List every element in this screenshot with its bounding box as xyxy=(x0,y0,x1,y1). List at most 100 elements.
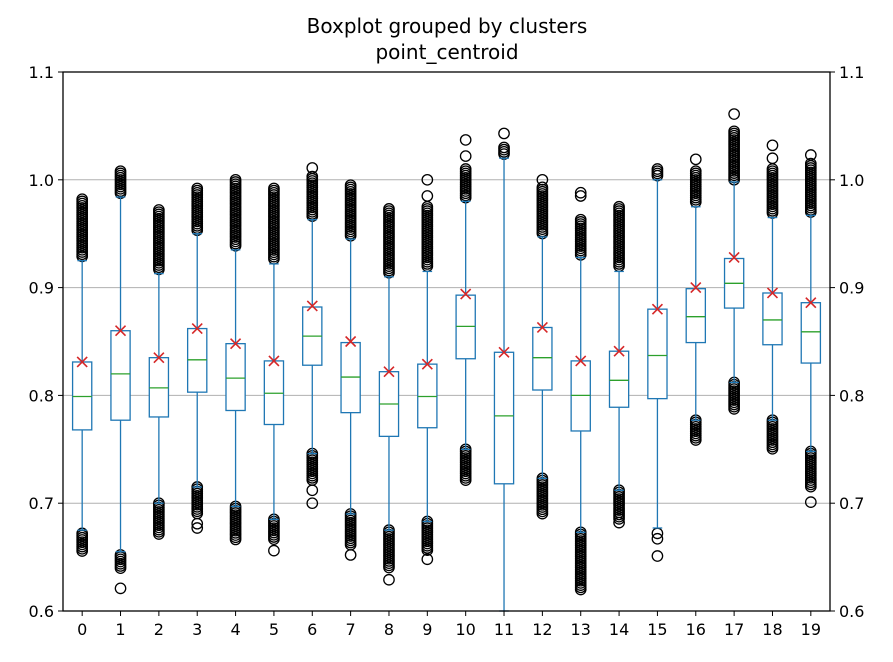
box-group-3 xyxy=(186,182,208,534)
chart-subtitle: point_centroid xyxy=(375,40,518,64)
flier-point xyxy=(229,533,242,546)
flier-point xyxy=(191,517,204,530)
box-group-5 xyxy=(263,182,285,557)
x-tick-label: 7 xyxy=(346,620,356,639)
flier-point xyxy=(459,134,472,146)
box-group-4 xyxy=(225,173,246,546)
flier-point xyxy=(421,544,434,556)
x-tick-label: 15 xyxy=(647,620,667,639)
mean-marker xyxy=(345,335,357,348)
box-iqr xyxy=(647,308,668,400)
x-tick-label: 8 xyxy=(384,620,394,639)
flier-point xyxy=(804,496,817,508)
flier-point xyxy=(191,522,204,534)
mean-marker xyxy=(536,321,548,334)
mean-marker xyxy=(306,300,318,312)
box-group-17 xyxy=(723,108,745,415)
box-group-0 xyxy=(71,193,93,557)
flier-point xyxy=(268,533,280,546)
x-tick-label: 5 xyxy=(269,620,279,639)
box-group-1 xyxy=(110,165,131,595)
y2-tick-label: 0.8 xyxy=(839,386,864,405)
box-group-16 xyxy=(685,153,707,446)
flier-point xyxy=(459,474,472,486)
y-tick-label: 1.0 xyxy=(29,171,54,190)
box-group-13 xyxy=(570,186,591,596)
box-iqr xyxy=(532,326,553,391)
y2-tick-label: 0.7 xyxy=(839,494,864,513)
box-group-10 xyxy=(455,134,476,486)
x-tick-label: 13 xyxy=(571,620,591,639)
mean-marker xyxy=(766,287,779,299)
box-iqr xyxy=(800,302,822,364)
y-tick-label: 0.8 xyxy=(29,386,54,405)
flier-point xyxy=(268,544,280,557)
x-tick-label: 6 xyxy=(307,620,317,639)
flier-point xyxy=(536,173,549,186)
box-iqr xyxy=(225,343,246,412)
flier-point xyxy=(383,573,395,586)
plot-frame xyxy=(62,71,831,612)
x-tick-label: 14 xyxy=(609,620,629,639)
x-tick-label: 16 xyxy=(686,620,706,639)
x-tick-label: 4 xyxy=(230,620,240,639)
mean-marker xyxy=(613,345,625,357)
box-iqr xyxy=(685,288,707,344)
y-tick-label: 0.6 xyxy=(29,602,54,621)
x-tick-label: 12 xyxy=(532,620,552,639)
flier-point xyxy=(459,150,472,162)
x-tick-label: 1 xyxy=(115,620,125,639)
mean-marker xyxy=(114,325,127,337)
box-group-15 xyxy=(647,163,668,562)
flier-point xyxy=(804,480,817,493)
mean-marker xyxy=(690,282,702,294)
flier-point xyxy=(574,190,587,202)
flier-point xyxy=(613,513,625,525)
box-group-14 xyxy=(608,200,630,529)
box-group-2 xyxy=(148,204,170,540)
mean-marker xyxy=(651,303,663,315)
flier-point xyxy=(421,190,434,202)
x-tick-label: 10 xyxy=(455,620,475,639)
flier-point xyxy=(306,484,319,497)
box-group-9 xyxy=(417,173,438,566)
box-group-8 xyxy=(378,203,400,586)
box-iqr xyxy=(608,350,630,408)
mean-marker xyxy=(76,356,88,368)
axes: 0.6 0.60.7 0.70.8 0.80.9 0.91.0 1.01.1 1.10 1 2 3… xyxy=(29,63,865,639)
mean-marker xyxy=(728,251,740,263)
flier-point xyxy=(689,153,702,166)
mean-marker xyxy=(230,338,242,350)
mean-marker xyxy=(421,358,433,370)
flier-point xyxy=(689,434,702,446)
box-group-6 xyxy=(302,162,323,510)
flier-point xyxy=(76,545,89,557)
y2-tick-label: 0.9 xyxy=(839,279,864,298)
box-group-12 xyxy=(532,173,553,520)
y-tick-label: 0.7 xyxy=(29,494,54,513)
x-tick-label: 0 xyxy=(77,620,87,639)
box-group-19 xyxy=(800,149,822,508)
mean-marker xyxy=(153,352,165,364)
box-group-7 xyxy=(340,179,361,561)
flier-point xyxy=(306,162,319,174)
flier-point xyxy=(651,550,664,562)
chart-title: Boxplot grouped by clusters xyxy=(307,14,588,38)
x-tick-label: 2 xyxy=(154,620,164,639)
box-iqr xyxy=(110,330,131,421)
y-tick-label: 1.1 xyxy=(29,63,54,82)
mean-marker xyxy=(191,322,203,335)
box-group-18 xyxy=(762,139,783,455)
flier-point xyxy=(498,127,510,140)
mean-marker xyxy=(575,355,587,367)
box-iqr xyxy=(762,292,783,346)
mean-marker xyxy=(268,355,280,367)
flier-point xyxy=(383,561,395,574)
flier-point xyxy=(421,173,434,186)
flier-point xyxy=(728,108,740,120)
x-tick-label: 11 xyxy=(494,620,514,639)
x-tick-label: 3 xyxy=(192,620,202,639)
flier-point xyxy=(613,516,625,529)
flier-point xyxy=(804,149,817,161)
